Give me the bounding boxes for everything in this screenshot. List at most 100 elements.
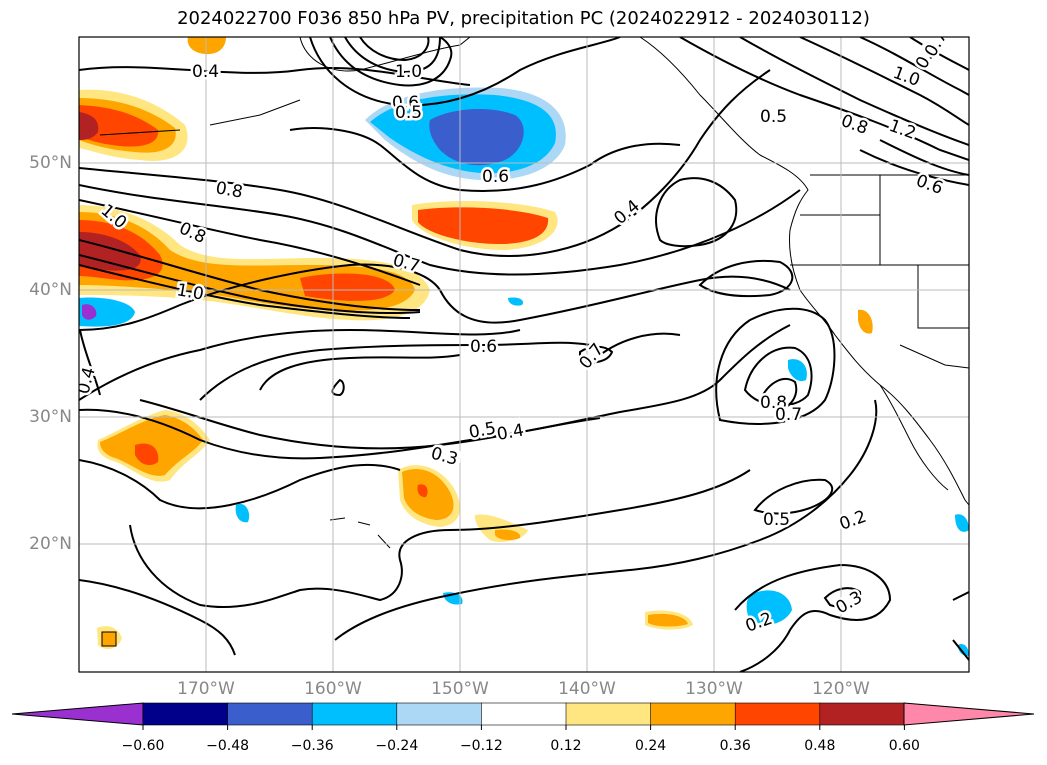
pv-contour bbox=[799, 37, 969, 126]
pv-contour bbox=[199, 341, 591, 401]
precip-positive-area bbox=[402, 469, 454, 520]
precip-negative-area bbox=[788, 359, 807, 382]
contour-label: 0.5 bbox=[763, 510, 790, 530]
precip-negative-area bbox=[508, 297, 524, 306]
pv-contour bbox=[698, 259, 794, 298]
contour-label-halo: 0.5 bbox=[763, 510, 790, 530]
colorbar-tick-label: −0.36 bbox=[290, 738, 334, 754]
contour-label: 0.8 bbox=[214, 178, 244, 202]
contour-label-halo: 0.6 bbox=[392, 93, 419, 113]
contour-label: 0.5 bbox=[395, 103, 422, 123]
pv-contour bbox=[743, 346, 813, 407]
colorbar-tick-label: −0.12 bbox=[459, 738, 503, 754]
contour-label: 0.7 bbox=[775, 405, 802, 425]
lon-label-130w: 130°W bbox=[685, 679, 743, 699]
lat-label-20n: 20°N bbox=[29, 534, 72, 554]
contour-label: 1.2 bbox=[886, 116, 918, 144]
pv-contour bbox=[79, 254, 421, 315]
contour-label: 0.4 bbox=[610, 196, 644, 229]
colorbar-tick-label: 0.36 bbox=[719, 738, 751, 754]
contour-label: 0.8 bbox=[760, 393, 787, 413]
pv-contour bbox=[859, 37, 969, 96]
contour-label: 0.5 bbox=[467, 419, 497, 443]
pv-contour bbox=[329, 37, 453, 87]
lon-label-170w: 170°W bbox=[177, 679, 235, 699]
precip-negative-area bbox=[746, 590, 792, 626]
lon-label-120w: 120°W bbox=[812, 679, 870, 699]
precip-positive-area bbox=[101, 631, 117, 647]
pv-contour bbox=[715, 307, 836, 425]
colorbar-cell bbox=[481, 702, 567, 726]
contour-label: 0.3 bbox=[429, 444, 460, 470]
pv-contour bbox=[859, 149, 969, 186]
pv-contour bbox=[79, 66, 471, 86]
lat-label-50n: 50°N bbox=[29, 153, 72, 173]
pv-contour bbox=[334, 399, 878, 641]
pv-contour bbox=[359, 37, 430, 62]
contour-label: 1.0 bbox=[395, 62, 422, 82]
graticule-layer bbox=[79, 37, 969, 672]
contour-label-halo: 0.5 bbox=[395, 103, 422, 123]
contour-label: 1.0 bbox=[175, 280, 205, 304]
pv-contour bbox=[129, 469, 751, 609]
pv-contour bbox=[952, 591, 969, 661]
border-states bbox=[790, 175, 969, 329]
pv-contour bbox=[909, 37, 969, 71]
colorbar-cell bbox=[396, 702, 483, 726]
lat-label-30n: 30°N bbox=[29, 407, 72, 427]
colorbar-extend-right bbox=[903, 702, 1035, 726]
pv-contour bbox=[79, 579, 236, 656]
contour-label-halo: 0.6 bbox=[470, 337, 497, 357]
coastline-north-america bbox=[639, 37, 969, 506]
colorbar-extend-left bbox=[11, 702, 144, 726]
colorbar-cell bbox=[565, 702, 652, 726]
map-frame bbox=[78, 36, 970, 673]
contour-label: 0.6 bbox=[392, 93, 419, 113]
map-panel: 0.40.41.01.0 0.80.80.60.60.50.50.70.70.80… bbox=[74, 37, 969, 672]
lon-label-160w: 160°W bbox=[304, 679, 362, 699]
pv-contour bbox=[79, 329, 681, 396]
precip-negative-area bbox=[235, 503, 250, 523]
colorbar-cell bbox=[734, 702, 821, 726]
pv-contour bbox=[734, 563, 892, 672]
precip-negative-area bbox=[79, 297, 135, 327]
precip-positive-area bbox=[858, 309, 873, 334]
map-title: 2024022700 F036 850 hPa PV, precipitatio… bbox=[177, 8, 870, 29]
colorbar-tick-label: −0.24 bbox=[375, 738, 419, 754]
contour-label-halo: 0.8 bbox=[760, 393, 787, 413]
precip-positive-area bbox=[648, 613, 688, 627]
border-us-mexico bbox=[899, 344, 969, 369]
pv-contour bbox=[79, 69, 771, 257]
pv-contour bbox=[309, 37, 621, 107]
lon-label-150w: 150°W bbox=[431, 679, 489, 699]
coastline-baja bbox=[879, 384, 949, 491]
coastline-layer bbox=[99, 37, 969, 549]
colorbar-tick-label: 0.12 bbox=[550, 738, 582, 754]
contour-label-halo: 1.0 bbox=[395, 62, 422, 82]
pv-contour bbox=[331, 378, 345, 397]
pv-contour bbox=[79, 199, 421, 286]
precip-positive-area bbox=[79, 105, 159, 147]
contour-label: 0.4 bbox=[74, 365, 100, 396]
colorbar-tick-label: 0.60 bbox=[888, 738, 920, 754]
precip-positive-area bbox=[300, 273, 395, 301]
precip-positive-area bbox=[135, 443, 159, 466]
colorbar-cell bbox=[819, 702, 906, 726]
contour-label: 0.6 bbox=[482, 167, 509, 187]
contour-label-halo: 0.4 bbox=[495, 421, 525, 445]
contour-label: 0.2 bbox=[837, 507, 869, 535]
precip-positive-area bbox=[417, 484, 428, 498]
contour-label: 0.6 bbox=[470, 337, 497, 357]
pv-contour bbox=[139, 399, 601, 450]
pv-contour bbox=[879, 139, 969, 176]
pv-contour bbox=[344, 37, 441, 74]
pv-contour bbox=[79, 328, 521, 401]
pv-contour bbox=[758, 378, 798, 412]
precip-positive-area bbox=[418, 207, 549, 244]
precip-positive-area bbox=[187, 37, 226, 55]
contour-label: 0.4 bbox=[495, 421, 525, 445]
precip-positive-area bbox=[79, 112, 99, 140]
contour-label: 0.5 bbox=[760, 107, 787, 127]
contour-label-halo: 0.5 bbox=[760, 107, 787, 127]
